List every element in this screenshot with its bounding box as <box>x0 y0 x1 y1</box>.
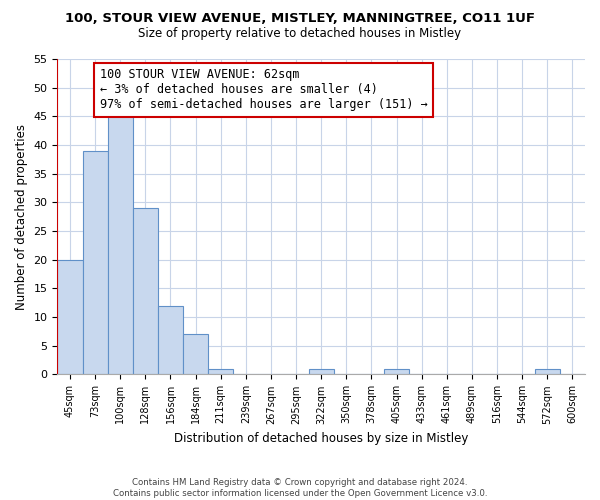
Bar <box>308 368 334 374</box>
Bar <box>158 306 183 374</box>
Bar <box>83 151 107 374</box>
Bar <box>535 368 560 374</box>
Bar <box>107 116 133 374</box>
Bar <box>208 368 233 374</box>
Bar <box>183 334 208 374</box>
Text: 100 STOUR VIEW AVENUE: 62sqm
← 3% of detached houses are smaller (4)
97% of semi: 100 STOUR VIEW AVENUE: 62sqm ← 3% of det… <box>100 68 427 112</box>
Text: Contains HM Land Registry data © Crown copyright and database right 2024.
Contai: Contains HM Land Registry data © Crown c… <box>113 478 487 498</box>
X-axis label: Distribution of detached houses by size in Mistley: Distribution of detached houses by size … <box>174 432 469 445</box>
Text: Size of property relative to detached houses in Mistley: Size of property relative to detached ho… <box>139 28 461 40</box>
Bar <box>133 208 158 374</box>
Y-axis label: Number of detached properties: Number of detached properties <box>15 124 28 310</box>
Text: 100, STOUR VIEW AVENUE, MISTLEY, MANNINGTREE, CO11 1UF: 100, STOUR VIEW AVENUE, MISTLEY, MANNING… <box>65 12 535 26</box>
Bar <box>58 260 83 374</box>
Bar <box>384 368 409 374</box>
